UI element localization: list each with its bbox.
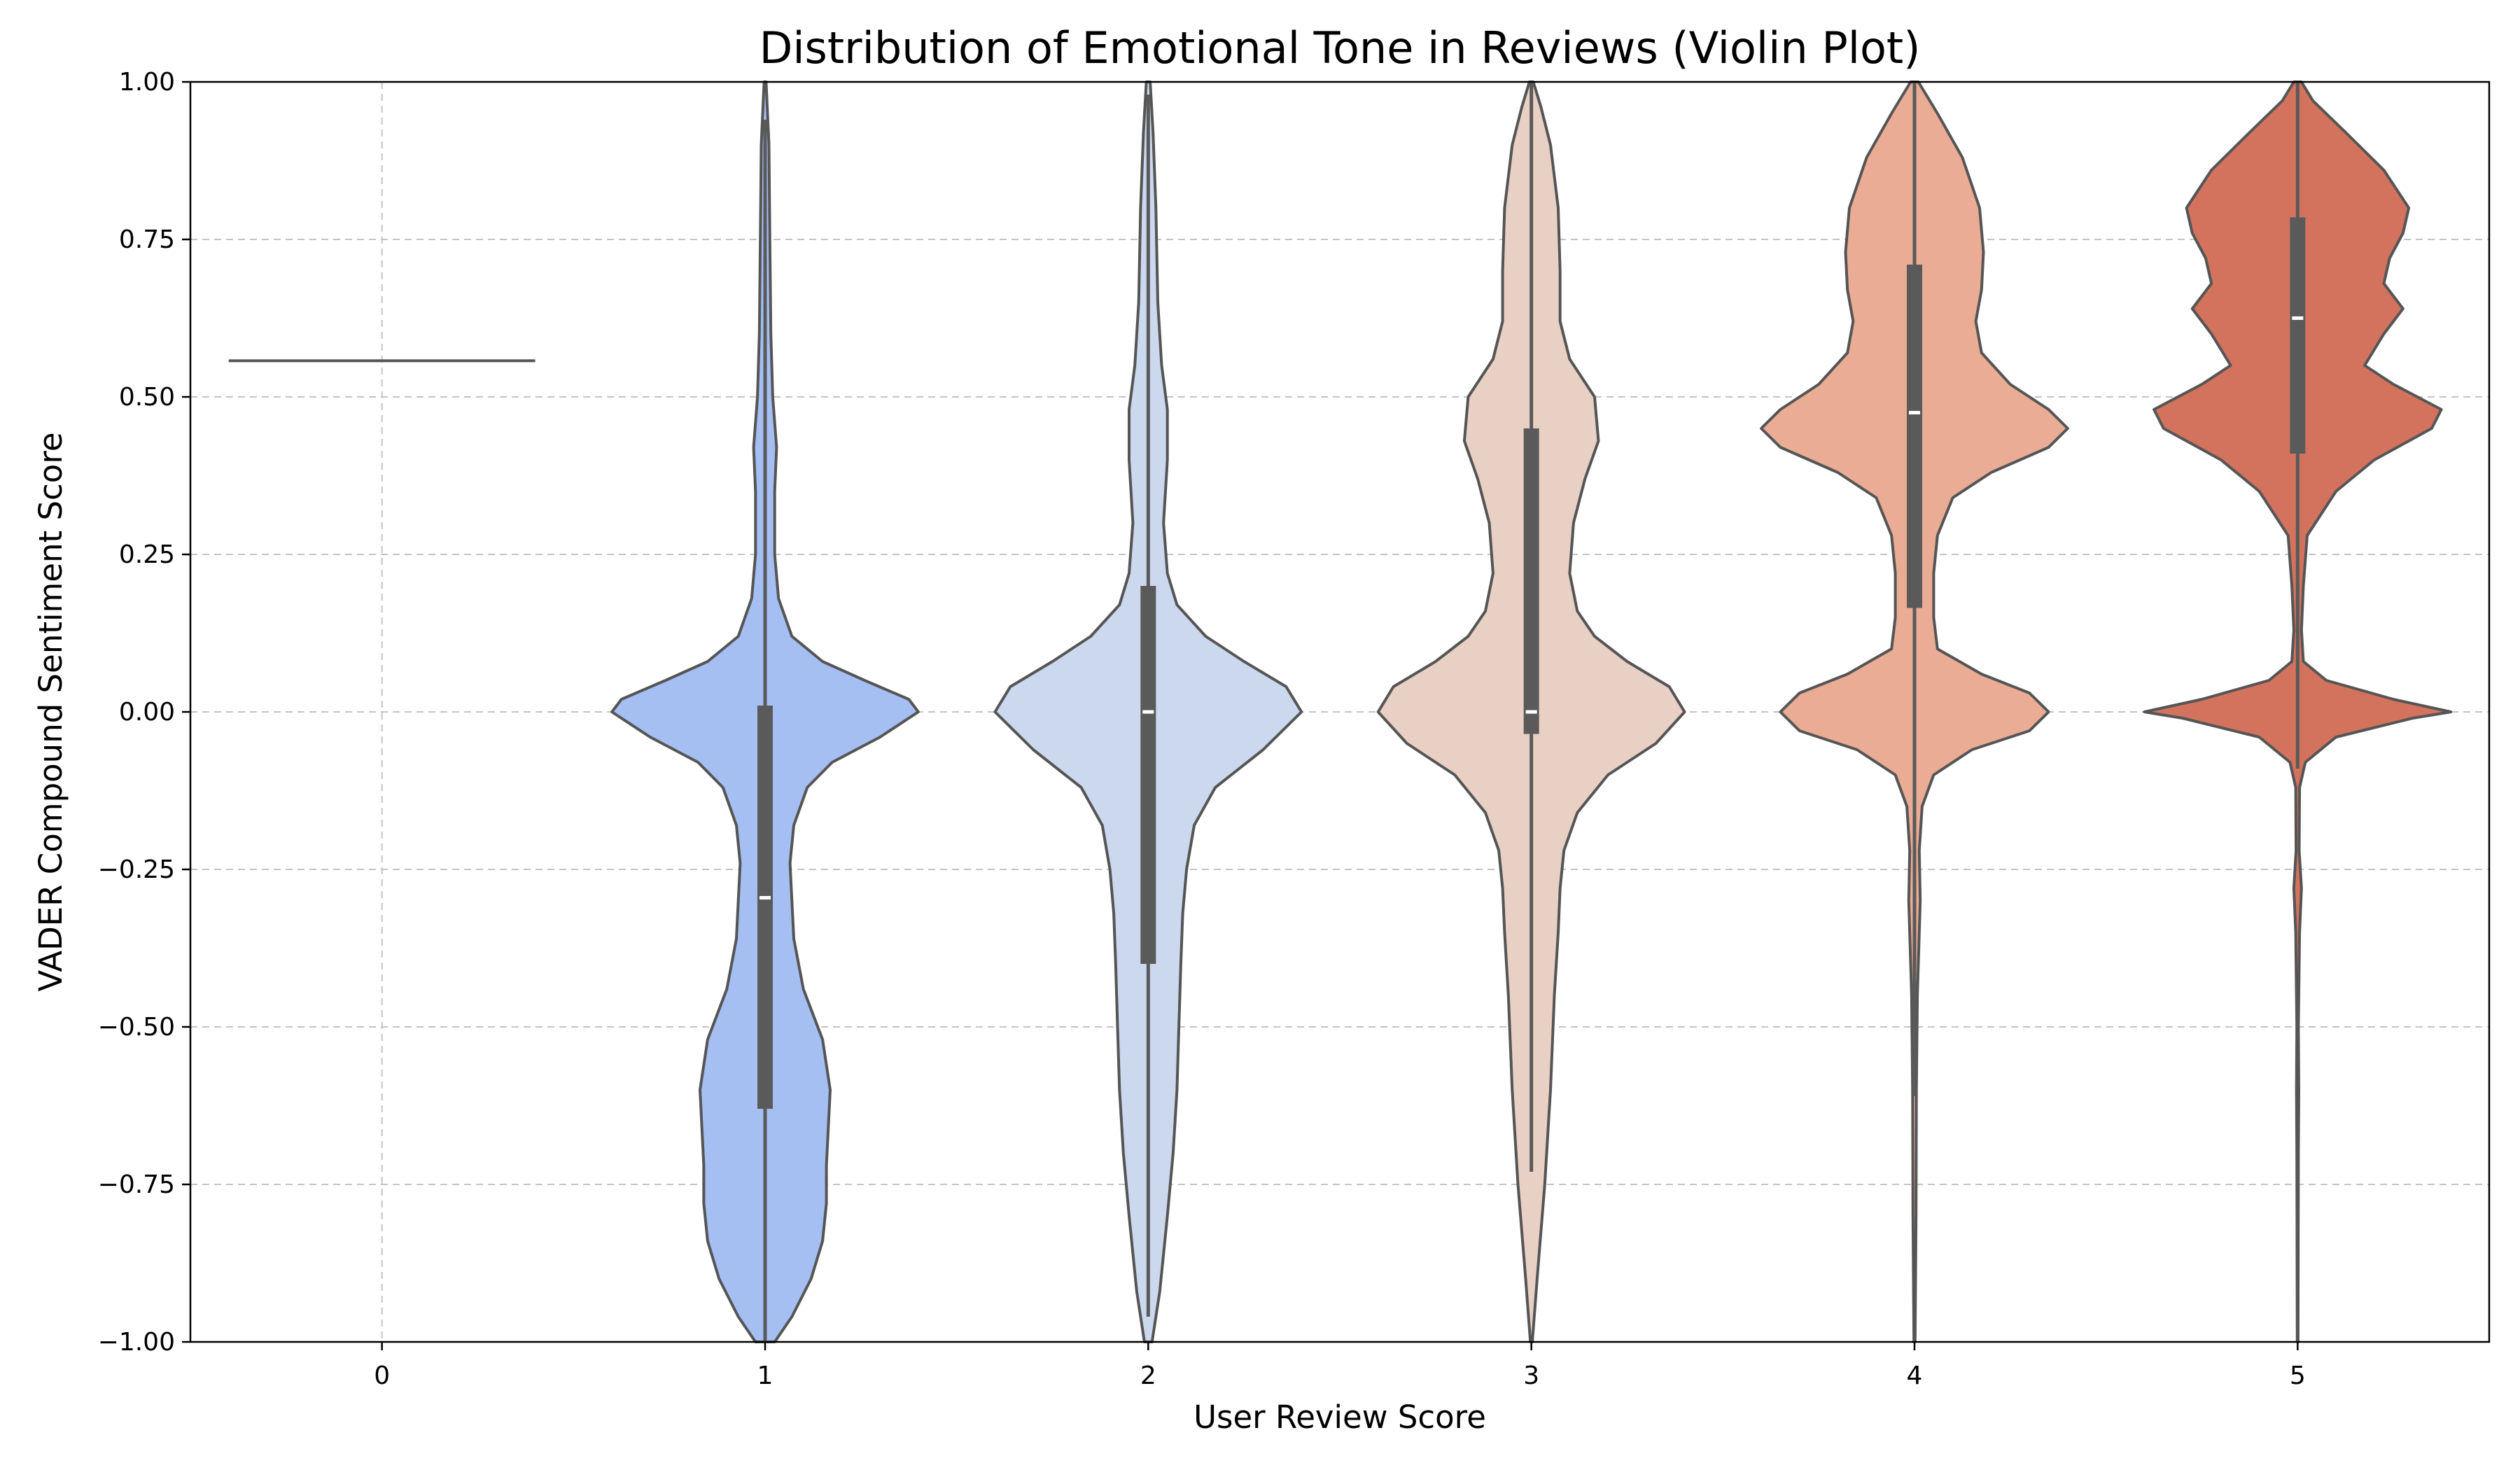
violin-2-iqr-box [1140, 586, 1156, 964]
x-tick-label: 3 [1523, 1362, 1539, 1390]
y-tick-label: 0.75 [119, 225, 175, 254]
ticks: −1.00 −0.75 −0.50 −0.25 0.00 0.25 0.50 0.75 1.00… [98, 68, 2306, 1390]
y-tick-label: 0.50 [119, 383, 175, 412]
y-tick-label: −0.25 [98, 855, 175, 884]
y-tick-label: −0.75 [98, 1170, 175, 1199]
y-tick-label: 1.00 [119, 68, 175, 97]
chart-title: Distribution of Emotional Tone in Review… [760, 22, 1921, 74]
x-tick-label: 2 [1140, 1362, 1156, 1390]
y-tick-label: −1.00 [98, 1328, 175, 1357]
violin-3-iqr-box [1523, 428, 1539, 734]
x-tick-label: 4 [1907, 1362, 1923, 1390]
y-axis-label: VADER Compound Sentiment Score [32, 432, 69, 991]
y-tick-label: 0.25 [119, 540, 175, 569]
x-axis-label: User Review Score [1194, 1399, 1486, 1436]
violin-4-iqr-box [1907, 265, 1922, 608]
y-tick-label: 0.00 [119, 698, 175, 727]
x-tick-label: 1 [757, 1362, 774, 1390]
x-tick-label: 5 [2290, 1362, 2306, 1390]
violins [228, 80, 2453, 1343]
violin-1-iqr-box [757, 706, 773, 1109]
y-tick-label: −0.50 [98, 1013, 175, 1042]
x-tick-label: 0 [374, 1362, 390, 1390]
violin-5-iqr-box [2290, 217, 2306, 454]
